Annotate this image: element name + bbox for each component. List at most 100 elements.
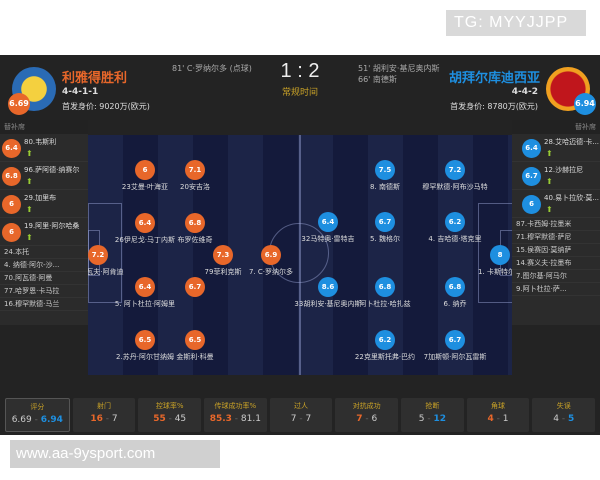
player-name: 7. C·罗纳尔多 [248,268,294,276]
away-goal-event: 66' 南德斯 [358,75,397,84]
player-rating: 6.8 [2,167,21,186]
player-rating: 6.4 [2,139,21,158]
player-marker[interactable]: 6.4 26伊尼戈·马丁内斯 [105,213,185,245]
bench-player[interactable]: 15.侯赛因·莫纳萨 [512,244,600,257]
stats-bar: 评分 6.69 - 6.94 射门 16 - 7 控球率% 55 - 45 传球成功率% 85… [5,398,596,432]
stat-separator: - [362,414,372,424]
player-marker[interactable]: 7.2 1.纳瓦夫·阿肯迪 [88,245,138,277]
stat-values: 7 - 6 [335,414,398,424]
player-marker[interactable]: 6.7 [155,277,235,299]
stat-values: 7 - 7 [270,414,333,424]
stat-label: 失误 [556,402,571,410]
player-marker[interactable]: 8 1. 卡斯特尔斯 [460,245,512,277]
player-marker[interactable]: 7.2 穆罕默德·阿布沙马特 [415,160,495,192]
stat-1: 射门 16 - 7 [72,398,136,432]
stat-values: 85.3 - 81.1 [204,414,267,424]
player-name: 5. 魏格尔 [370,235,400,243]
bench-player[interactable]: 14.赛义夫·拉墨布 [512,257,600,270]
bench-player[interactable]: 71.穆罕默德·萨尼 [512,231,600,244]
bench-player[interactable]: 4. 纳德·阿尔-沙... [0,259,88,272]
player-name: 12.沙赫拉尼 [544,166,584,174]
bench-sub-player[interactable]: 6.4 28.艾哈迈德·卡... ⬆ [512,134,600,162]
player-rating: 6.2 [375,330,395,350]
home-team-name[interactable]: 利雅得胜利 [62,71,128,86]
player-marker[interactable]: 6.4 5. 阿卜杜拉·阿姆里 [105,277,185,309]
stat-away-value: 12 [433,414,446,424]
bench-sub-player[interactable]: 6.7 12.沙赫拉尼 ⬆ [512,162,600,190]
player-rating: 6.2 [445,212,465,232]
bench-player[interactable]: 70.阿瓦德·阿曼 [0,272,88,285]
stat-label: 对抗成功 [352,402,381,410]
bench-title: 替补席 [0,120,88,134]
stat-away-value: 7 [305,414,312,424]
player-rating: 6 [2,195,21,214]
player-name: 布罗佐维奇 [177,236,213,244]
bench-player[interactable]: 24.本托 [0,246,88,259]
player-name: 穆罕默德·阿布沙马特 [422,183,488,191]
stat-away-value: 7 [111,414,118,424]
stat-away-value: 1 [502,414,509,424]
bench-player[interactable]: 77.哈罗恩·卡马拉 [0,285,88,298]
player-name: 96.萨阿德·纳赛尔 [24,166,80,174]
stat-home-value: 5 [418,414,425,424]
home-bench: 替补席 6.4 80.韦斯利 ⬆ 6.8 96.萨阿德·纳赛尔 ⬆ 6 29.加里布 ⬆ 6 19.… [0,120,88,325]
bench-player[interactable]: 16.穆罕默德·马兰 [0,298,88,311]
away-team-name[interactable]: 胡拜尔库迪西亚 [448,71,540,86]
player-marker[interactable]: 6.7 7加斯顿·阿尔瓦雷斯 [415,330,495,362]
player-rating: 6.7 [445,330,465,350]
match-header: 6.69 利雅得胜利 4-4-1-1 首发身价: 9020万(欧元) 81' C… [0,55,600,120]
sub-in-arrow-icon: ⬆ [26,205,33,214]
player-marker[interactable]: 6.8 布罗佐维奇 [155,213,235,245]
player-marker[interactable]: 6.2 4. 吉哈德·塔克里 [415,212,495,244]
stat-label: 角球 [491,402,506,410]
match-status: 常规时间 [281,88,318,98]
player-marker[interactable]: 8.6 33胡利安·基尼奥内斯 [288,277,368,309]
player-rating: 8.6 [318,277,338,297]
player-rating: 6.7 [375,212,395,232]
player-rating: 6.8 [185,213,205,233]
bench-sub-player[interactable]: 6.8 96.萨阿德·纳赛尔 ⬆ [0,162,88,190]
player-name: 2.苏丹·阿尔甘纳姆 [116,353,174,361]
bench-player[interactable]: 87.卡西姆·拉墨米 [512,218,600,231]
player-marker[interactable]: 6.8 阿卜杜拉·哈扎兹 [345,277,425,309]
away-rating: 6.94 [574,93,596,115]
player-marker[interactable]: 6.5 2.苏丹·阿尔甘纳姆 [105,330,185,362]
stat-separator: - [558,414,568,424]
stat-away-value: 5 [567,414,575,424]
bench-sub-player[interactable]: 6 40.易卜拉欣·莫... ⬆ [512,190,600,218]
player-marker[interactable]: 6.5 金斯利·科曼 [155,330,235,362]
sub-in-arrow-icon: ⬆ [26,149,33,158]
home-value: 首发身价: 9020万(欧元) [62,102,150,111]
bench-sub-player[interactable]: 6.4 80.韦斯利 ⬆ [0,134,88,162]
bench-sub-player[interactable]: 6 29.加里布 ⬆ [0,190,88,218]
bench-sub-player[interactable]: 6 19.阿里·阿尔哈桑 ⬆ [0,218,88,246]
stat-label: 评分 [30,403,45,411]
bench-player[interactable]: 7.图尔基·阿马尔 [512,270,600,283]
away-formation: 4-4-2 [511,87,538,97]
stat-8: 失误 4 - 5 [532,398,596,432]
stat-label: 传球成功率% [214,402,257,410]
player-marker[interactable]: 6.8 6. 纳乔 [415,277,495,309]
player-marker[interactable]: 6.4 32马特奥·雷特吉 [288,212,368,244]
player-marker[interactable]: 6 23艾曼·叶海亚 [105,160,185,192]
player-rating: 6 [2,223,21,242]
stat-values: 16 - 7 [73,414,136,424]
player-marker[interactable]: 7.1 20安吉洛 [155,160,235,192]
stat-home-value: 4 [553,414,559,424]
player-marker[interactable]: 6.2 22克里斯托弗·巴约 [345,330,425,362]
away-goal-event: 51' 胡利安·基尼奥内斯 [358,64,440,73]
player-marker[interactable]: 6.7 5. 魏格尔 [345,212,425,244]
bench-player[interactable]: 9.阿卜杜拉·萨... [512,283,600,296]
player-name: 8. 南德斯 [370,183,400,191]
player-name: 80.韦斯利 [24,138,57,146]
player-name: 32马特奥·雷特吉 [301,235,355,243]
player-name: 23艾曼·叶海亚 [121,183,169,191]
player-rating: 7.1 [185,160,205,180]
player-marker[interactable]: 7.3 79菲利克斯 [183,245,263,277]
player-marker[interactable]: 7.5 8. 南德斯 [345,160,425,192]
stat-home-value: 16 [90,414,103,424]
score: 1 : 2 [280,60,320,82]
player-name: 28.艾哈迈德·卡... [544,138,600,146]
player-name: 26伊尼戈·马丁内斯 [114,236,176,244]
player-marker[interactable]: 6.9 7. C·罗纳尔多 [231,245,311,277]
